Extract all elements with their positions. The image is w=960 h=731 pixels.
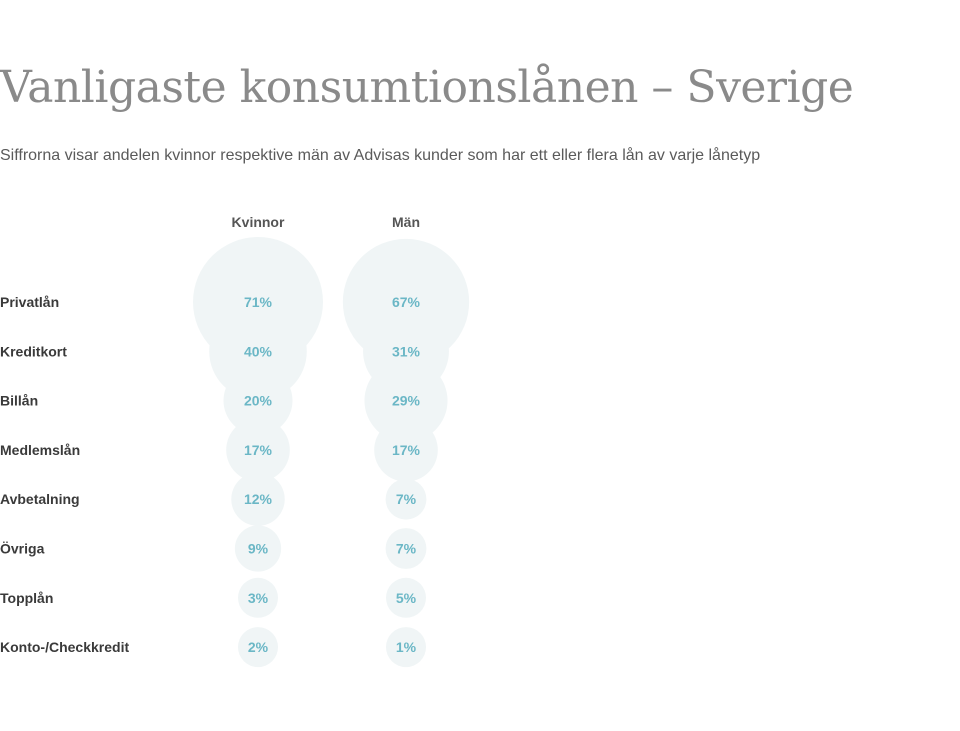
value-label-man-topplan: 5% [396, 590, 417, 606]
bubble-kvinnor-konto-checkkredit [238, 627, 278, 668]
bubble-kvinnor-topplan [238, 577, 278, 618]
row-label-avbetalning: Avbetalning [0, 491, 80, 507]
row-label-konto-checkkredit: Konto-/Checkkredit [0, 639, 129, 655]
bubbles-layer [193, 237, 470, 668]
bubble-kvinnor-billan [223, 366, 293, 436]
bubble-kvinnor-avbetalning [231, 472, 285, 526]
value-label-kvinnor-topplan: 3% [248, 590, 269, 606]
value-label-man-avbetalning: 7% [396, 491, 417, 507]
column-header-man: Män [392, 214, 420, 230]
row-label-ovriga: Övriga [0, 541, 45, 557]
chart-subtitle: Siffrorna visar andelen kvinnor respekti… [0, 147, 761, 164]
chart-title: Vanligaste konsumtionslånen – Sverige [0, 62, 854, 113]
bubble-man-ovriga [385, 528, 427, 569]
column-header-kvinnor: Kvinnor [232, 214, 285, 230]
value-label-kvinnor-ovriga: 9% [248, 541, 269, 557]
row-label-topplan: Topplån [0, 590, 53, 606]
value-label-kvinnor-privatlan: 71% [244, 294, 273, 310]
row-label-privatlan: Privatlån [0, 294, 59, 310]
value-label-kvinnor-avbetalning: 12% [244, 491, 273, 507]
value-label-kvinnor-konto-checkkredit: 2% [248, 639, 269, 655]
value-label-man-kreditkort: 31% [392, 343, 421, 359]
row-label-medlemslan: Medlemslån [0, 442, 80, 458]
bubble-kvinnor-kreditkort [209, 302, 307, 401]
value-label-kvinnor-kreditkort: 40% [244, 343, 273, 359]
bubble-kvinnor-ovriga [234, 525, 282, 572]
value-label-kvinnor-billan: 20% [244, 393, 273, 409]
bubble-kvinnor-medlemslan [226, 418, 290, 482]
bubble-man-medlemslan [374, 418, 438, 482]
value-label-man-ovriga: 7% [396, 541, 417, 557]
bubble-man-avbetalning [385, 478, 427, 520]
value-label-man-medlemslan: 17% [392, 442, 421, 458]
value-label-man-konto-checkkredit: 1% [396, 639, 417, 655]
value-label-man-privatlan: 67% [392, 294, 421, 310]
row-label-billan: Billån [0, 393, 38, 409]
labels-layer: Kvinnor Män Privatlån Kreditkort Billån Medle… [0, 214, 421, 655]
value-label-man-billan: 29% [392, 393, 421, 409]
row-label-kreditkort: Kreditkort [0, 343, 67, 359]
bubble-man-billan [364, 359, 448, 443]
bubble-man-konto-checkkredit [386, 627, 426, 668]
value-label-kvinnor-medlemslan: 17% [244, 442, 273, 458]
bubble-man-topplan [386, 577, 426, 618]
